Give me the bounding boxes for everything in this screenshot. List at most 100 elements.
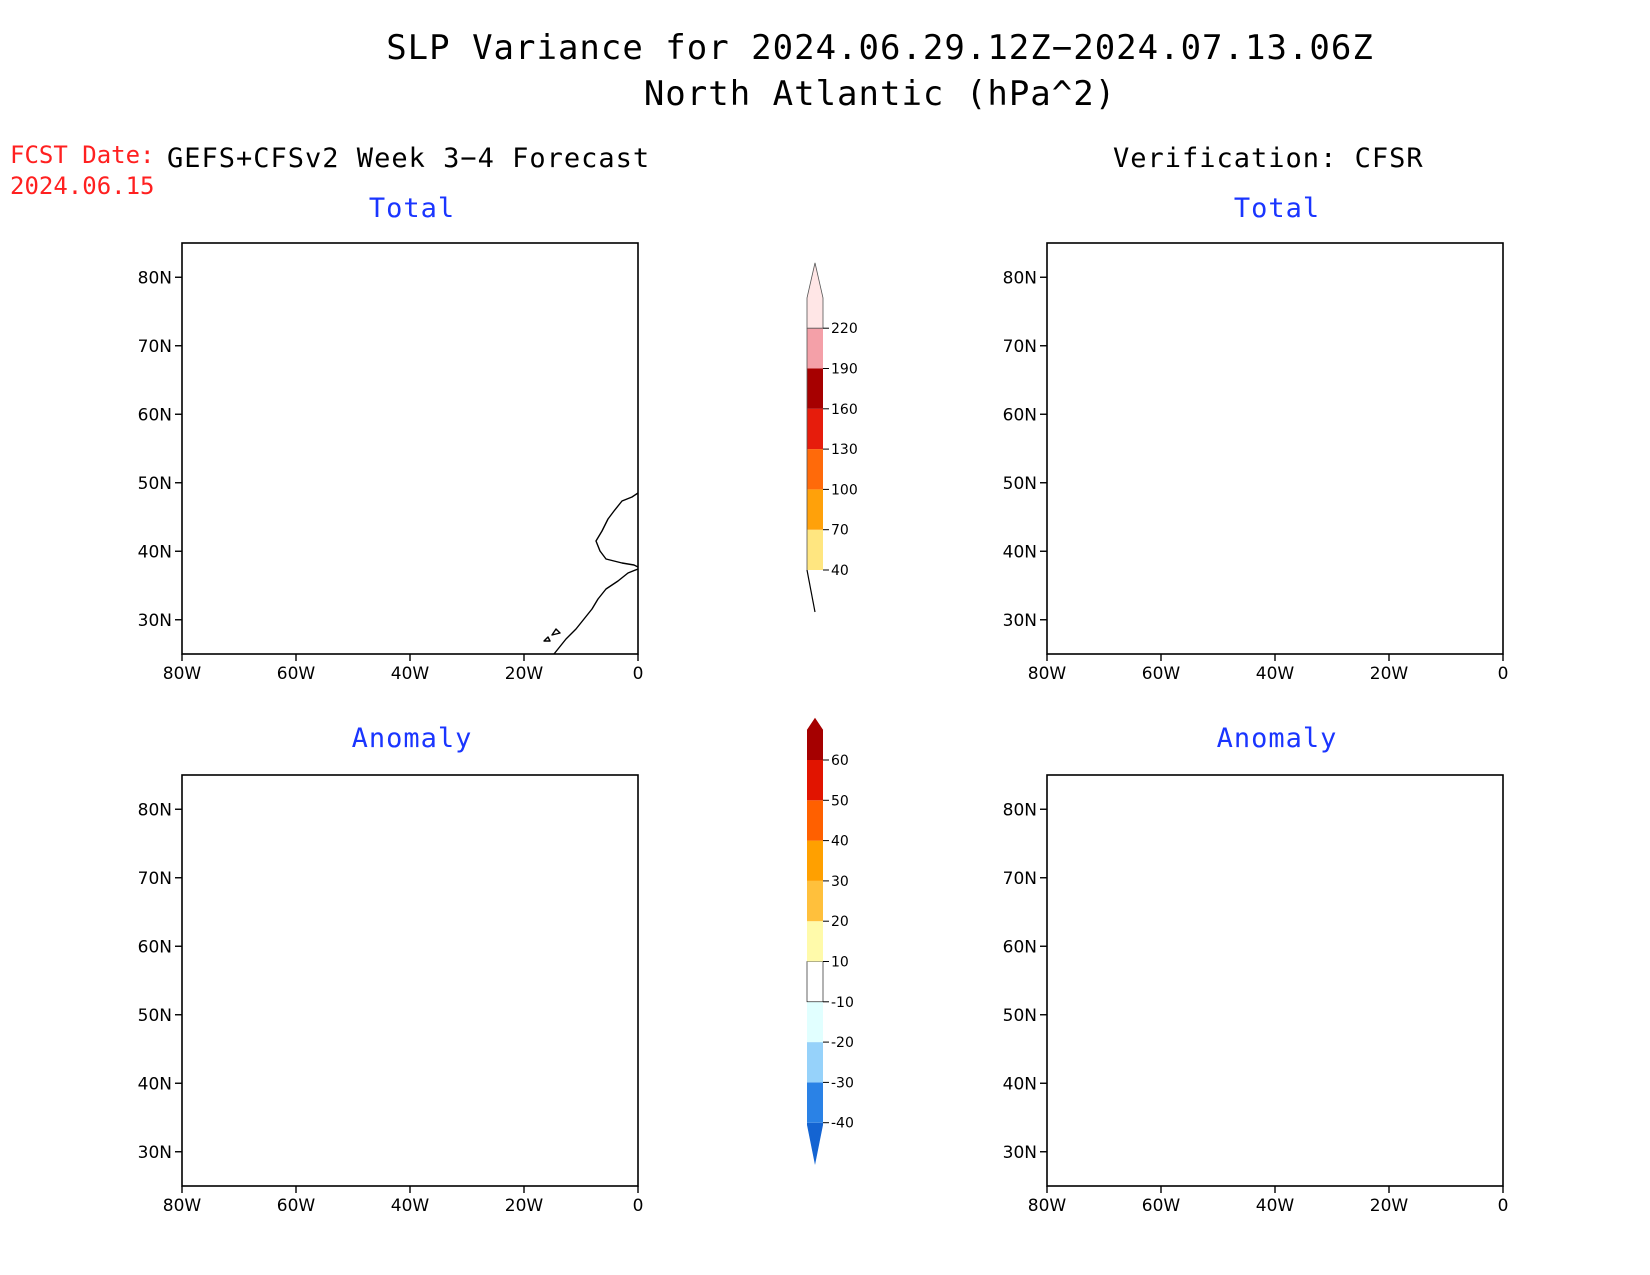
lat-tick-label: 40N xyxy=(1003,542,1037,562)
lon-tick-label: 60W xyxy=(277,664,316,684)
total-colorbar-label: 160 xyxy=(831,402,858,418)
panel-verification-total xyxy=(1046,242,1504,655)
total-colorbar-segment xyxy=(807,328,823,369)
anomaly-colorbar-label: 30 xyxy=(831,874,849,890)
lon-tick-label: 40W xyxy=(391,1196,430,1216)
panel-forecast-anomaly xyxy=(181,774,639,1187)
total-colorbar-label: 190 xyxy=(831,362,858,378)
lat-tick-label: 70N xyxy=(1003,337,1037,357)
variance-70-100-region xyxy=(1107,389,1173,421)
anomaly-colorbar-segment xyxy=(807,1082,823,1123)
lat-tick-label: 50N xyxy=(1003,474,1037,494)
anomaly-colorbar-segment xyxy=(807,717,823,760)
total-colorbar-label: 100 xyxy=(831,482,858,498)
lon-tick-label: 20W xyxy=(505,1196,544,1216)
anomaly-10-20-regions xyxy=(1047,795,1503,1093)
lat-tick-label: 70N xyxy=(1003,869,1037,889)
lat-tick-label: 30N xyxy=(138,1143,172,1163)
lat-tick-label: 50N xyxy=(1003,1006,1037,1026)
anomaly-colorbar-segment xyxy=(807,1001,823,1043)
lat-tick-label: 70N xyxy=(138,869,172,889)
total-colorbar-segment xyxy=(807,529,823,570)
lon-tick-label: 0 xyxy=(1498,664,1509,684)
lon-tick-label: 80W xyxy=(1028,664,1067,684)
anomaly-20-30-regions xyxy=(1047,803,1431,1079)
anomaly-colorbar-label: -40 xyxy=(831,1116,854,1132)
lon-tick-label: 60W xyxy=(1142,664,1181,684)
panel-title-verification-total: Total xyxy=(1233,193,1321,224)
anomaly-colorbar-label: 20 xyxy=(831,914,849,930)
anomaly-colorbar-label: -20 xyxy=(831,1035,854,1051)
lat-tick-label: 80N xyxy=(1003,268,1037,288)
lat-tick-label: 30N xyxy=(138,611,172,631)
panel-forecast-total xyxy=(181,242,641,655)
lon-tick-label: 20W xyxy=(1370,1196,1409,1216)
lat-tick-label: 70N xyxy=(138,337,172,357)
total-colorbar-segment xyxy=(806,262,824,329)
anomaly-colorbar-segment xyxy=(807,921,823,962)
anomaly-colorbar-segment xyxy=(807,1042,823,1083)
anomaly-colorbar-segment xyxy=(806,961,824,1003)
lon-tick-label: 0 xyxy=(1498,1196,1509,1216)
anomaly-colorbar-segment xyxy=(807,840,823,881)
lon-tick-label: 20W xyxy=(1370,664,1409,684)
lon-tick-label: 0 xyxy=(633,664,644,684)
forecast-date-block: FCST Date: 2024.06.15 xyxy=(10,140,155,202)
total-colorbar-label: 130 xyxy=(831,442,858,458)
total-colorbar-segment xyxy=(807,368,823,409)
verification-column-title: Verification: CFSR xyxy=(1113,143,1424,174)
lat-tick-label: 60N xyxy=(1003,405,1037,425)
lon-tick-label: 0 xyxy=(633,1196,644,1216)
anomaly-colorbar-label: 10 xyxy=(831,955,849,971)
lon-tick-label: 40W xyxy=(391,664,430,684)
total-colorbar-segment xyxy=(807,489,823,530)
lat-tick-label: 40N xyxy=(138,542,172,562)
panel-verification-anomaly xyxy=(1046,774,1504,1187)
lat-tick-label: 60N xyxy=(138,937,172,957)
lon-tick-label: 60W xyxy=(277,1196,316,1216)
anomaly-colorbar-segment xyxy=(807,760,823,801)
forecast-column-title: GEFS+CFSv2 Week 3−4 Forecast xyxy=(167,143,651,174)
variance-40-70-regions xyxy=(1047,267,1503,525)
anomaly-30-40-regions xyxy=(1047,815,1273,943)
lon-tick-label: 80W xyxy=(163,1196,202,1216)
lon-tick-label: 80W xyxy=(1028,1196,1067,1216)
fcst-date-value: 2024.06.15 xyxy=(10,172,155,200)
lat-tick-label: 30N xyxy=(1003,611,1037,631)
total-colorbar-label: 40 xyxy=(831,563,849,579)
lat-tick-label: 30N xyxy=(1003,1143,1037,1163)
lon-tick-label: 40W xyxy=(1256,1196,1295,1216)
anomaly-colorbar-segment xyxy=(807,800,823,841)
lat-tick-label: 50N xyxy=(138,474,172,494)
anomaly-negative-regions xyxy=(1047,855,1499,1067)
lat-tick-label: 40N xyxy=(138,1074,172,1094)
lon-tick-label: 80W xyxy=(163,664,202,684)
lat-tick-label: 50N xyxy=(138,1006,172,1026)
lat-tick-label: 80N xyxy=(138,800,172,820)
anomaly-colorbar-label: 50 xyxy=(831,793,849,809)
total-colorbar-label: 70 xyxy=(831,523,849,539)
axes-layer: 80N 70N 60N 50N 40N 30N 80W 60W 40W 20W 0 80N 70N 60N… xyxy=(138,268,1509,1216)
total-colorbar-lower-tail xyxy=(806,569,816,613)
lon-tick-label: 20W xyxy=(505,664,544,684)
fcst-date-label: FCST Date: xyxy=(10,141,155,169)
anomaly-colorbar-label: -10 xyxy=(831,995,854,1011)
lon-tick-label: 60W xyxy=(1142,1196,1181,1216)
variance-40-70-region xyxy=(182,357,598,463)
lat-tick-label: 80N xyxy=(1003,800,1037,820)
panel-title-verification-anomaly: Anomaly xyxy=(1216,723,1338,754)
anomaly-colorbar-segment xyxy=(807,1122,823,1165)
anomaly-10-20-region xyxy=(274,937,412,997)
total-colorbar-label: 220 xyxy=(831,321,858,337)
panel-title-forecast-anomaly: Anomaly xyxy=(351,723,473,754)
anomaly-colorbar-segment xyxy=(807,880,823,922)
anomaly-40-50-region xyxy=(1107,911,1169,935)
anomaly-colorbar-label: -30 xyxy=(831,1075,854,1091)
total-colorbar-segment xyxy=(807,408,823,450)
panel-title-forecast-total: Total xyxy=(368,193,456,224)
colorbars-layer: 40 70 100 130 160 190 220 -40 -30 -20 -10 10 20 30 40 5… xyxy=(806,262,858,1165)
lat-tick-label: 80N xyxy=(138,268,172,288)
lat-tick-label: 40N xyxy=(1003,1074,1037,1094)
lon-tick-label: 40W xyxy=(1256,664,1295,684)
chart-title: SLP Variance for 2024.06.29.12Z−2024.07.… xyxy=(386,28,1374,68)
